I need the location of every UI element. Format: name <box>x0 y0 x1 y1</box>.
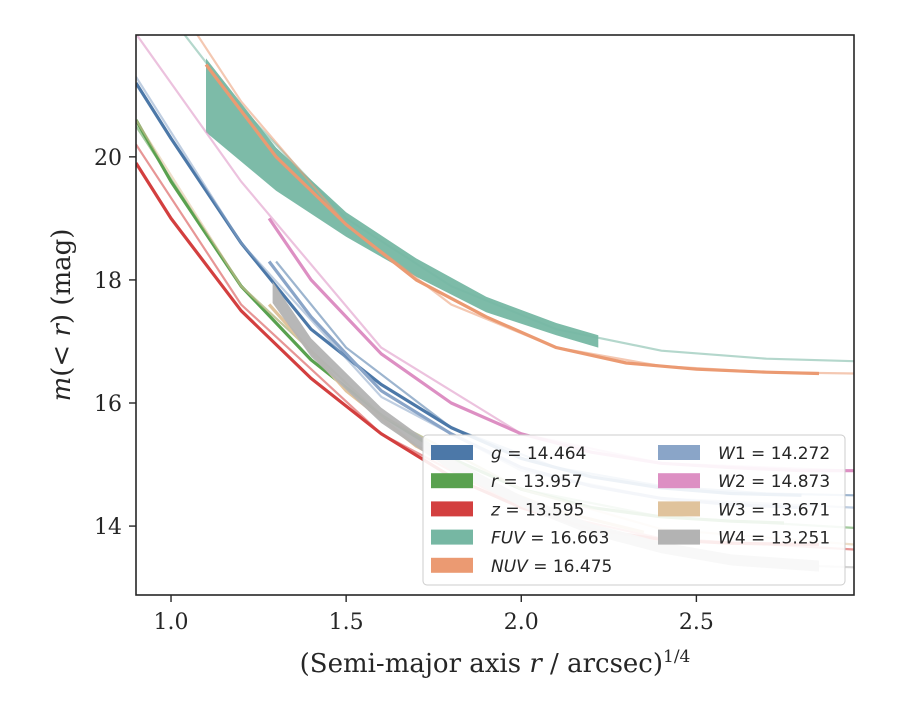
y-tick-label: 18 <box>94 269 122 294</box>
legend-swatch <box>658 501 700 517</box>
legend-label: W1 = 14.272 <box>718 444 830 464</box>
y-axis-label: m(< r) (mag) <box>47 229 77 402</box>
x-axis-label: (Semi-major axis r / arcsec)1/4 <box>300 647 691 679</box>
series-fuv <box>183 35 854 363</box>
profile-curve-nuv <box>204 63 820 376</box>
legend-label: W2 = 14.873 <box>718 472 830 492</box>
legend-swatch <box>431 501 473 517</box>
legend-label: W4 = 13.251 <box>718 529 830 549</box>
x-tick-label: 2.0 <box>504 610 539 635</box>
legend-label: g = 14.464 <box>491 444 586 464</box>
legend-swatch <box>431 445 473 460</box>
legend-swatch <box>658 473 700 489</box>
y-axis: 14 16 18 20 <box>94 146 136 540</box>
legend-item-g: g = 14.464 <box>431 444 586 464</box>
legend-item-fuv: FUV = 16.663 <box>431 529 609 549</box>
legend-item-w3: W3 = 13.671 <box>658 500 830 520</box>
legend-swatch <box>431 529 473 545</box>
legend-item-nuv: NUV = 16.475 <box>431 557 612 577</box>
legend-box <box>422 434 846 586</box>
x-tick-label: 2.5 <box>679 610 714 635</box>
y-tick-label: 14 <box>94 515 122 540</box>
legend-swatch <box>658 445 700 460</box>
y-tick-label: 20 <box>94 146 122 171</box>
x-axis: 1.0 1.5 2.0 2.5 <box>154 595 714 635</box>
legend-label: FUV = 16.663 <box>491 529 609 549</box>
legend: g = 14.464 r = 13.957 z = 13.595 FUV = 16.6… <box>422 434 846 586</box>
x-tick-label: 1.0 <box>154 610 189 635</box>
legend-swatch <box>658 529 700 545</box>
legend-label: NUV = 16.475 <box>491 557 612 577</box>
x-tick-label: 1.5 <box>329 610 364 635</box>
legend-swatch <box>431 473 473 489</box>
legend-item-r: r = 13.957 <box>431 472 583 492</box>
legend-item-w2: W2 = 14.873 <box>658 472 830 492</box>
legend-swatch <box>431 557 473 573</box>
legend-item-w4: W4 = 13.251 <box>658 529 830 549</box>
legend-label: z = 13.595 <box>490 500 584 520</box>
legend-label: r = 13.957 <box>491 472 583 492</box>
plot-frame <box>135 34 855 596</box>
legend-item-w1: W1 = 14.272 <box>658 444 830 464</box>
legend-item-z: z = 13.595 <box>431 500 584 520</box>
legend-label: W3 = 13.671 <box>718 500 830 520</box>
series-nuv <box>196 35 854 376</box>
y-tick-label: 16 <box>94 392 122 417</box>
